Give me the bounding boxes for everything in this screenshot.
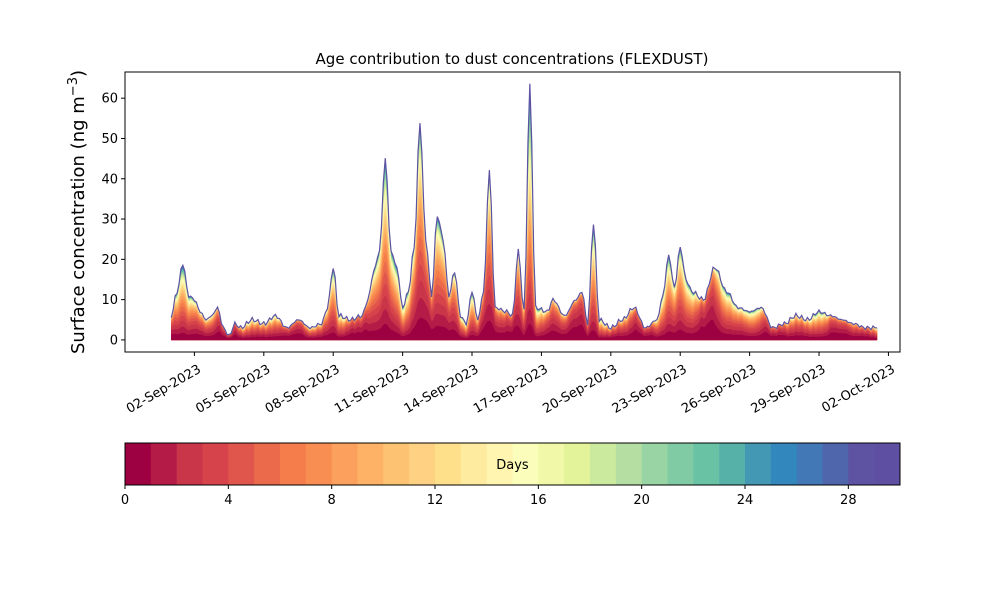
- y-tick-label: 10: [101, 293, 118, 308]
- colorbar-bin-23: [719, 443, 746, 485]
- colorbar-bin-25: [770, 443, 798, 485]
- colorbar-tick-label: 8: [328, 493, 336, 508]
- colorbar-tick-label: 28: [840, 493, 857, 508]
- colorbar-bin-1: [150, 443, 178, 485]
- colorbar-bin-7: [305, 443, 333, 485]
- colorbar-bin-0: [125, 443, 152, 485]
- y-axis-label: Surface concentration (ng m−3): [66, 70, 90, 354]
- x-tick-label: 23-Sep-2023: [610, 362, 690, 417]
- colorbar-tick-label: 12: [427, 493, 444, 508]
- y-tick-label: 0: [110, 333, 118, 348]
- colorbar-bin-12: [435, 443, 462, 485]
- colorbar-bin-2: [176, 443, 203, 485]
- colorbar-bin-4: [228, 443, 255, 485]
- colorbar-bin-29: [874, 443, 901, 485]
- colorbar-bin-19: [615, 443, 643, 485]
- colorbar-bin-5: [254, 443, 281, 485]
- colorbar: 0 4 8 12 16 20 24 28 Days: [121, 442, 901, 508]
- y-tick-label: 50: [101, 132, 118, 147]
- age-layer-0-days: [171, 317, 878, 341]
- colorbar-bin-22: [693, 443, 720, 485]
- colorbar-bin-14: [486, 443, 513, 485]
- y-tick-label: 20: [101, 253, 118, 268]
- plot-frame: [124, 71, 901, 353]
- x-tick-label: 14-Sep-2023: [402, 362, 482, 417]
- colorbar-tick-label: 20: [633, 493, 650, 508]
- x-tick-label: 05-Sep-2023: [193, 362, 273, 417]
- x-tick-label: 11-Sep-2023: [332, 362, 412, 417]
- colorbar-bin-17: [564, 443, 591, 485]
- colorbar-bin-9: [357, 443, 384, 485]
- colorbar-tick-label: 24: [737, 493, 754, 508]
- colorbar-bin-24: [745, 443, 772, 485]
- colorbar-bin-21: [667, 443, 694, 485]
- chart-title: Age contribution to dust concentrations …: [316, 50, 709, 68]
- colorbar-frame: [124, 442, 901, 486]
- colorbar-tick-label: 4: [224, 493, 232, 508]
- x-tick-label: 20-Sep-2023: [540, 362, 620, 417]
- colorbar-bin-18: [590, 443, 617, 485]
- colorbar-bin-16: [538, 443, 565, 485]
- y-tick-label: 40: [101, 172, 118, 187]
- colorbar-bin-28: [848, 443, 875, 485]
- x-tick-label: 02-Sep-2023: [124, 362, 204, 417]
- x-tick-label: 26-Sep-2023: [679, 362, 759, 417]
- x-tick-label: 02-Oct-2023: [819, 362, 897, 416]
- colorbar-bin-6: [280, 443, 307, 485]
- colorbar-bin-27: [822, 443, 849, 485]
- x-tick-label: 29-Sep-2023: [749, 362, 829, 417]
- colorbar-bin-26: [796, 443, 823, 485]
- colorbar-bin-8: [331, 443, 358, 485]
- colorbar-bin-20: [641, 443, 668, 485]
- colorbar-tick-label: 16: [530, 493, 547, 508]
- colorbar-bin-10: [383, 443, 410, 485]
- x-tick-label: 08-Sep-2023: [263, 362, 343, 417]
- colorbar-bin-15: [512, 443, 539, 485]
- colorbar-label: Days: [496, 458, 529, 473]
- total-concentration-line: [170, 83, 877, 336]
- y-axis: 0 10 20 30 40 50 60: [101, 92, 125, 348]
- x-axis: 02-Sep-202305-Sep-202308-Sep-202311-Sep-…: [124, 352, 898, 417]
- colorbar-tick-label: 0: [121, 493, 129, 508]
- colorbar-bin-3: [202, 443, 229, 485]
- y-tick-label: 60: [101, 92, 118, 107]
- x-tick-label: 17-Sep-2023: [471, 362, 551, 417]
- colorbar-bin-11: [409, 443, 436, 485]
- y-tick-label: 30: [101, 213, 118, 228]
- stacked-area-layers: [170, 83, 878, 341]
- colorbar-bin-13: [460, 443, 488, 485]
